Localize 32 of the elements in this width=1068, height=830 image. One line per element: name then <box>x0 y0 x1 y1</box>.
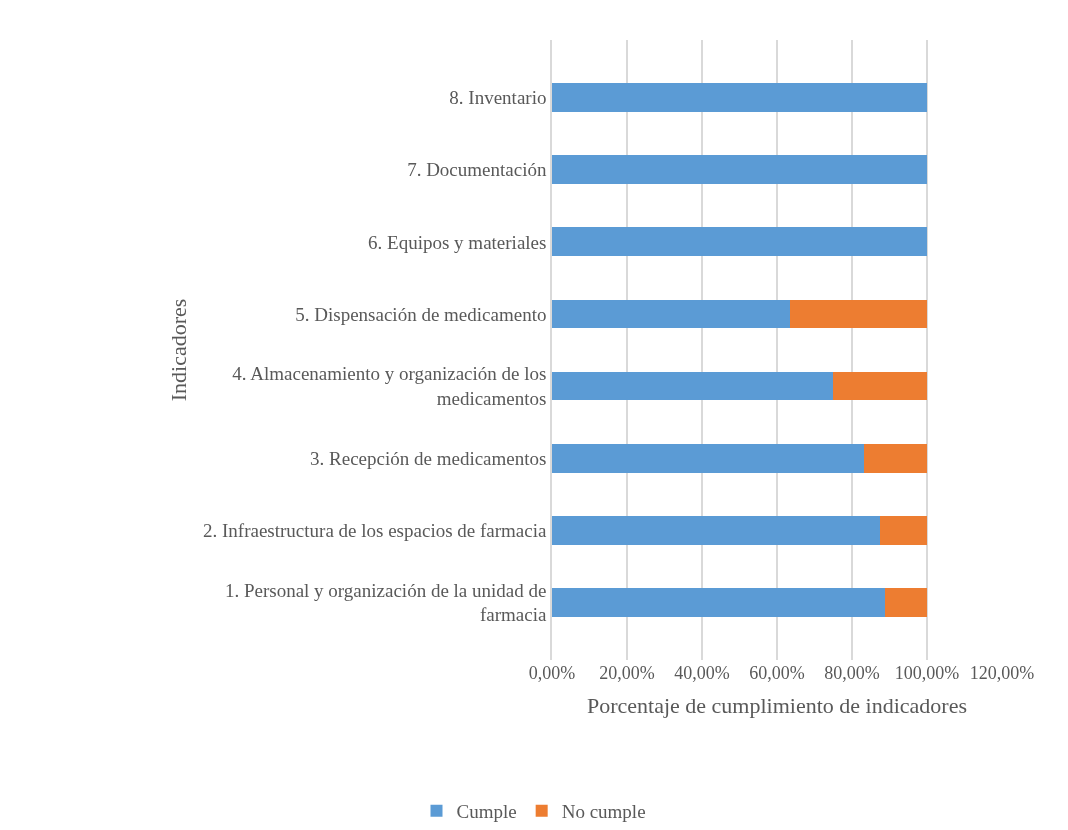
bar <box>552 371 834 401</box>
bar <box>552 515 880 545</box>
bar <box>552 83 927 113</box>
y-tick-label: 2. Infraestructura de los espacios de farmacia <box>203 519 548 541</box>
bar <box>552 155 927 185</box>
bar <box>879 515 927 545</box>
y-tick-label: 3. Recepción de medicamentos <box>310 447 547 469</box>
bar <box>789 299 927 329</box>
y-tick-label: 8. Inventario <box>449 87 547 109</box>
y-axis-title: Indicadores <box>166 298 192 402</box>
y-tick-label: 6. Equipos y materiales <box>368 231 547 253</box>
x-tick-label: 40,00% <box>674 663 730 683</box>
legend-label: No cumple <box>561 801 646 823</box>
legend-label: Cumple <box>456 801 517 823</box>
bar <box>552 227 927 257</box>
bar <box>885 587 927 617</box>
y-tick-label: 7. Documentación <box>407 159 547 181</box>
bar <box>552 443 864 473</box>
x-axis-title: Porcentaje de cumplimiento de indicadores <box>587 692 967 718</box>
x-tick-label: 100,00% <box>894 663 960 683</box>
bar <box>552 299 790 329</box>
x-tick-label: 20,00% <box>599 663 655 683</box>
bar <box>552 587 886 617</box>
bar <box>864 443 927 473</box>
y-tick-label: 1. Personal y organización de la unidad de farmacia <box>224 579 548 626</box>
x-tick-label: 80,00% <box>824 663 880 683</box>
x-tick-label: 120,00% <box>969 663 1035 683</box>
x-tick-label: 0,00% <box>528 663 576 683</box>
bar <box>833 371 927 401</box>
y-tick-label: 5. Dispensación de medicamento <box>295 303 547 325</box>
y-tick-label: 4. Almacenamiento y organización de los medicamentos <box>232 363 547 410</box>
x-tick-label: 60,00% <box>749 663 805 683</box>
